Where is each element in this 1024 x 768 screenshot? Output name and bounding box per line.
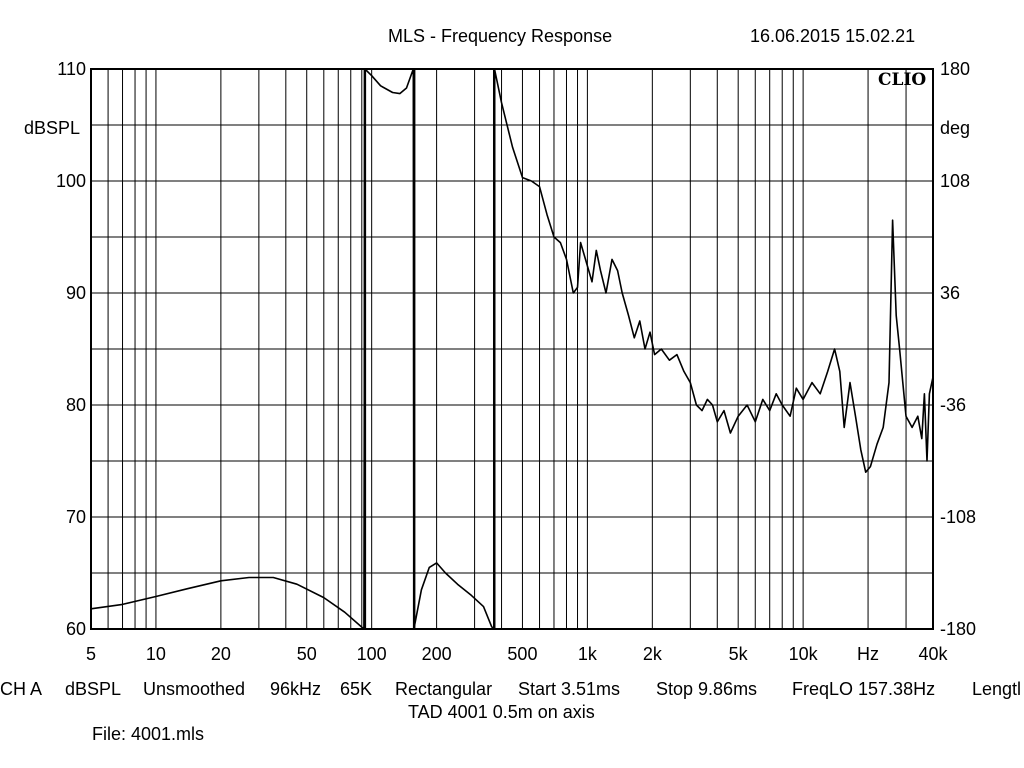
x-tick-label: 50 [297, 644, 317, 664]
y-left-tick-label: 70 [66, 507, 86, 527]
tick-labels: 5 10 20 50 100 200 500 1k 2k 5k 10k Hz 40k 60 70 80 90 10… [56, 59, 976, 664]
y-right-tick-label: 36 [940, 283, 960, 303]
frequency-response-curve [90, 68, 934, 630]
x-tick-label: 20 [211, 644, 231, 664]
x-tick-label: 10 [146, 644, 166, 664]
y-left-tick-label: 90 [66, 283, 86, 303]
x-tick-label: 2k [643, 644, 663, 664]
y-left-tick-label: 80 [66, 395, 86, 415]
footer-unit: dBSPL [65, 679, 122, 699]
x-tick-label: Hz [857, 644, 879, 664]
y-left-tick-label: 110 [57, 59, 86, 79]
x-tick-label: 40k [918, 644, 948, 664]
x-tick-label: 5k [729, 644, 749, 664]
y-right-tick-label: -36 [940, 395, 966, 415]
x-tick-label: 200 [422, 644, 452, 664]
footer-window: Rectangular [395, 679, 493, 699]
chart-title: MLS - Frequency Response [388, 26, 613, 46]
footer-smoothing: Unsmoothed [143, 679, 246, 699]
y-right-tick-label: -108 [940, 507, 976, 527]
timestamp: 16.06.2015 15.02.21 [750, 26, 916, 46]
x-tick-label: 5 [86, 644, 96, 664]
y-right-tick-label: 180 [940, 59, 970, 79]
x-tick-label: 100 [357, 644, 387, 664]
series-curves [90, 68, 934, 630]
y-left-tick-label: 60 [66, 619, 86, 639]
footer-size: 65K [340, 679, 373, 699]
grid-lines [91, 69, 933, 629]
footer-freqlo: FreqLO 157.38Hz [792, 679, 936, 699]
y-left-unit-label: dBSPL [24, 118, 81, 138]
footer-start: Start 3.51ms [518, 679, 621, 699]
x-tick-label: 1k [578, 644, 598, 664]
plot-frame [90, 68, 934, 630]
footer-samplerate: 96kHz [270, 679, 322, 699]
y-right-tick-label: -180 [940, 619, 976, 639]
footer-length: Lengtl [972, 679, 1022, 699]
clio-logo: CLIO [878, 70, 927, 90]
footer-ch: CH A [0, 679, 43, 699]
measurement-description: TAD 4001 0.5m on axis [408, 702, 595, 722]
y-right-tick-label: 108 [940, 171, 970, 191]
footer-stop: Stop 9.86ms [656, 679, 758, 699]
y-left-tick-label: 100 [56, 171, 86, 191]
x-tick-label: 10k [789, 644, 819, 664]
y-right-unit-label: deg [940, 118, 971, 138]
file-label: File: 4001.mls [92, 724, 205, 744]
x-tick-label: 500 [507, 644, 537, 664]
